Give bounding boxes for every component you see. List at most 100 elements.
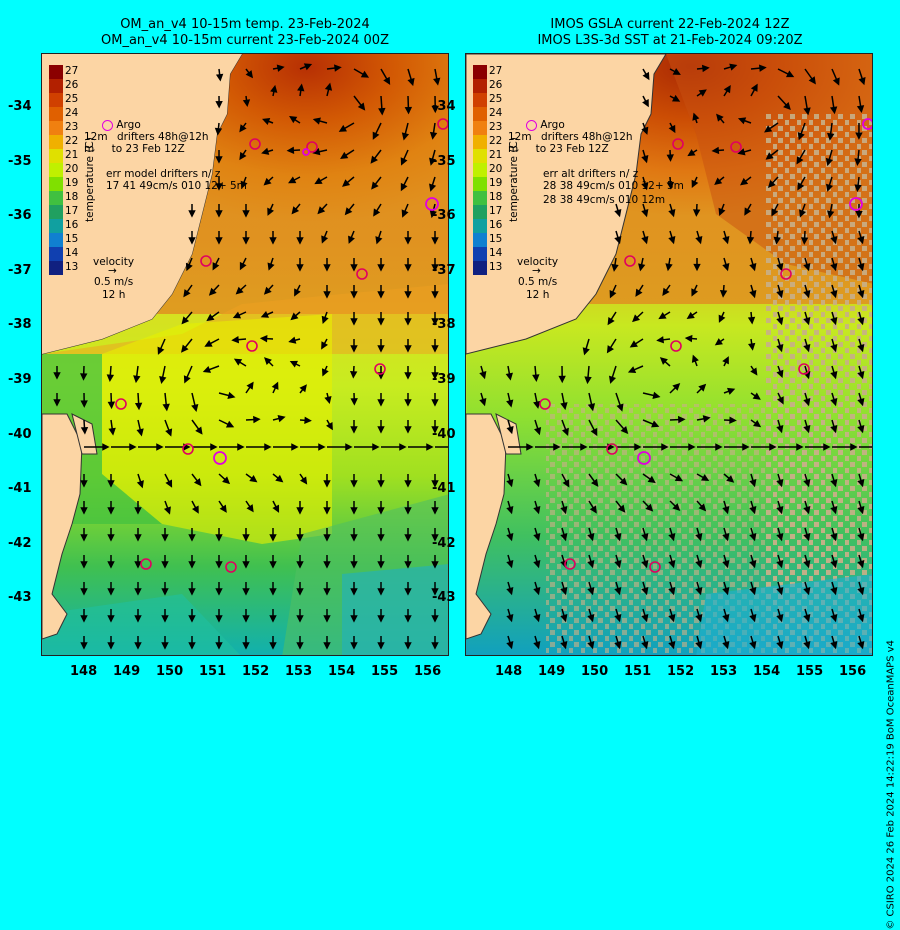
right-err-3: 28 38 49cm/s 010 12m [543,194,665,206]
colorbar-tick-label: 26 [489,79,502,91]
colorbar-swatch [49,149,63,163]
argo-legend-icon [102,120,113,131]
colorbar-tick-label: 17 [489,205,502,217]
right-legend-drifters-2: m to 23 Feb 12Z [508,143,609,155]
right-err-2: 28 38 49cm/s 010 12+ 5m [543,180,684,192]
colorbar-tick-label: 21 [65,149,78,161]
left-title-line2: OM_an_v4 10-15m current 23-Feb-2024 00Z [40,33,450,49]
left-drifters-line2: to 23 Feb 12Z [112,143,185,155]
left-err-2: 17 41 49cm/s 010 12+ 5m [106,180,247,192]
y-tick-label: -42 [432,536,456,551]
colorbar-tick-label: 14 [65,247,78,259]
colorbar-tick-label: 15 [489,233,502,245]
right-legend-drifters: 12m drifters 48h@12h [508,131,633,143]
y-tick-label: -36 [8,208,32,223]
left-drifters-line1: drifters 48h@12h [117,131,209,143]
x-tick-label: 149 [538,664,565,679]
colorbar-tick-label: 16 [65,219,78,231]
colorbar-tick-label: 22 [489,135,502,147]
x-tick-label: 148 [70,664,97,679]
colorbar-tick-label: 27 [489,65,502,77]
x-tick-label: 153 [710,664,737,679]
x-tick-label: 156 [839,664,866,679]
colorbar-swatch [473,233,487,247]
colorbar-tick-label: 17 [65,205,78,217]
left-argo-label: Argo [116,119,140,131]
right-title-line2: IMOS L3S-3d SST at 21-Feb-2024 09:20Z [465,33,875,49]
x-tick-label: 152 [242,664,269,679]
colorbar-swatch [49,177,63,191]
colorbar-tick-label: 23 [65,121,78,133]
x-tick-label: 151 [199,664,226,679]
colorbar-tick-label: 14 [489,247,502,259]
colorbar-swatch [473,65,487,79]
colorbar-swatch [49,163,63,177]
x-tick-label: 150 [581,664,608,679]
colorbar-swatch [473,149,487,163]
colorbar-swatch [49,247,63,261]
y-tick-label: -41 [8,481,32,496]
right-argo-label: Argo [540,119,564,131]
y-tick-label: -43 [432,590,456,605]
right-drifters-prefix: 12m [508,131,532,143]
colorbar-tick-label: 21 [489,149,502,161]
colorbar-swatch [49,205,63,219]
colorbar-swatch [473,205,487,219]
colorbar-swatch [473,219,487,233]
colorbar-tick-label: 19 [489,177,502,189]
colorbar-swatch [49,261,63,275]
colorbar-tick-label: 16 [489,219,502,231]
y-tick-label: -38 [432,317,456,332]
left-velocity-scale: 0.5 m/s [94,276,133,288]
colorbar-tick-label: 20 [489,163,502,175]
colorbar-swatch [49,233,63,247]
y-tick-label: -34 [432,99,456,114]
colorbar-swatch [49,121,63,135]
colorbar-swatch [473,93,487,107]
right-err-1: err alt drifters n/ z [543,168,638,180]
colorbar-swatch [49,93,63,107]
x-tick-label: 153 [285,664,312,679]
y-tick-label: -42 [8,536,32,551]
right-drifters-line2: to 23 Feb 12Z [536,143,609,155]
colorbar-swatch [473,135,487,149]
y-tick-label: -35 [8,154,32,169]
argo-legend-icon [526,120,537,131]
x-tick-label: 149 [113,664,140,679]
colorbar-swatch [473,121,487,135]
y-tick-label: -37 [432,263,456,278]
right-legend-argo: Argo [526,119,565,131]
colorbar-swatch [473,79,487,93]
y-tick-label: -39 [8,372,32,387]
colorbar-tick-label: 18 [489,191,502,203]
colorbar-swatch [49,135,63,149]
colorbar-swatch [49,191,63,205]
y-tick-label: -39 [432,372,456,387]
credit-text: © CSIRO 2024 26 Feb 2024 14:22:19 BoM Oc… [886,640,897,930]
left-drifter-marker: m [84,143,94,155]
left-err-1: err model drifters n/ z [106,168,220,180]
left-drifters-prefix: 12m [84,131,108,143]
colorbar-tick-label: 24 [489,107,502,119]
x-tick-label: 148 [495,664,522,679]
colorbar-tick-label: 22 [65,135,78,147]
left-velocity-time: 12 h [102,289,125,301]
left-title-line1: OM_an_v4 10-15m temp. 23-Feb-2024 [40,17,450,33]
x-tick-label: 154 [328,664,355,679]
colorbar-tick-label: 15 [65,233,78,245]
y-tick-label: -40 [432,427,456,442]
x-tick-label: 156 [414,664,441,679]
colorbar-tick-label: 25 [489,93,502,105]
y-tick-label: -37 [8,263,32,278]
colorbar-tick-label: 13 [65,261,78,273]
colorbar-swatch [473,261,487,275]
colorbar-tick-label: 19 [65,177,78,189]
y-tick-label: -41 [432,481,456,496]
left-colorbar [49,65,63,275]
right-colorbar [473,65,487,275]
left-legend-argo: Argo [102,119,141,131]
colorbar-swatch [473,163,487,177]
colorbar-swatch [49,65,63,79]
y-tick-label: -40 [8,427,32,442]
colorbar-tick-label: 27 [65,65,78,77]
